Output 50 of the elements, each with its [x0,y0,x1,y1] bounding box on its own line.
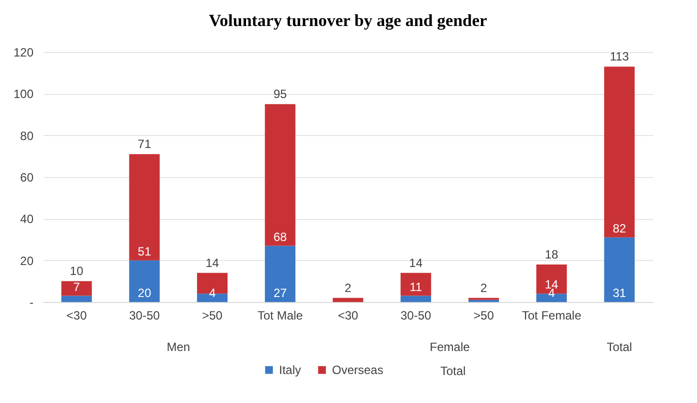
y-tick-label: 100 [13,87,34,102]
bar [604,66,635,238]
total-label: 14 [409,256,423,270]
text: Men [166,340,190,354]
bar [264,246,296,302]
x-tick-label: 30-50 [129,308,160,322]
data-label: 51 [138,244,152,258]
data-label: 11 [410,280,422,294]
data-label: 7 [73,280,80,294]
bar [61,281,92,296]
y-tick-label: - [30,296,34,310]
text: Female [430,340,470,354]
y-tick-label: 120 [13,46,34,60]
total-label: 10 [70,264,84,278]
bar [129,154,160,260]
x-tick-label: Tot Male [257,308,304,322]
bar [604,237,635,302]
y-tick-label: 80 [20,128,34,143]
bar [400,296,432,302]
data-label: 27 [273,286,288,300]
total-label: 18 [544,248,559,262]
bar [129,260,160,302]
data-label: 68 [273,230,288,244]
data-label: 20 [138,286,152,300]
data-label: 82 [612,221,626,236]
legend-label: Italy [279,363,302,377]
bar [264,104,296,246]
text: Total [606,340,632,354]
x-tick-label: <30 [66,308,88,322]
chart-title: Voluntary turnover by age and gender [208,11,488,30]
total-label: 14 [206,256,220,270]
bar [61,296,92,302]
y-tick-label: 40 [20,212,34,226]
total-label: 113 [610,50,630,64]
bar [332,298,364,302]
x-tick-label: >50 [202,308,223,322]
x-tick-label: Tot Female [522,308,582,322]
total-label: 2 [480,280,488,295]
data-label: 31 [612,286,626,300]
x-tick-label: 30-50 [400,308,432,322]
x-tick-label: >50 [474,308,494,322]
total-label: 95 [273,87,288,102]
total-label: 71 [138,137,152,152]
bar [400,272,432,296]
total-label: 2 [344,280,352,295]
y-tick-label: 60 [20,170,34,184]
x-tick-label: <30 [338,308,358,322]
text: Total [440,364,466,378]
y-tick-label: 20 [20,254,34,268]
legend-label: Overseas [332,363,384,377]
